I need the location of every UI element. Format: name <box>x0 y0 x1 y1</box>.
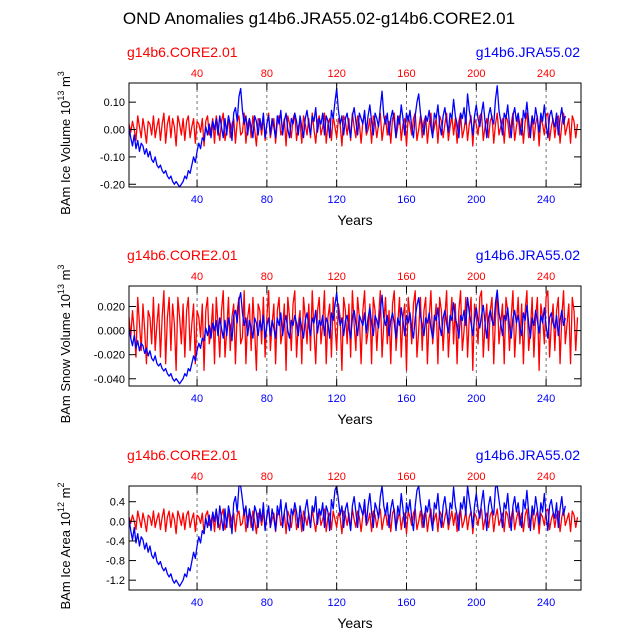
xtick-label-bottom: 80 <box>261 393 273 405</box>
ytick-label: 0.0 <box>110 516 125 528</box>
xtick-label-bottom: 240 <box>537 597 555 609</box>
ytick-label: -0.20 <box>100 179 125 191</box>
xtick-label-bottom: 80 <box>261 597 273 609</box>
xtick-label-bottom: 80 <box>261 194 273 206</box>
yaxis-title: BAm Ice Area 1012 m2 <box>56 482 73 609</box>
ytick-label: -1.2 <box>106 575 125 587</box>
xtick-label-top: 200 <box>467 271 485 283</box>
xtick-label-bottom: 40 <box>191 393 203 405</box>
xtick-label-top: 80 <box>261 68 273 80</box>
xtick-label-top: 80 <box>261 471 273 483</box>
ytick-label: -0.040 <box>94 374 125 386</box>
xtick-label-top: 40 <box>191 68 203 80</box>
xtick-label-bottom: 240 <box>537 393 555 405</box>
yaxis-title: BAm Ice Volume 1013 m3 <box>56 71 73 215</box>
yaxis-title: BAm Snow Volume 1013 m3 <box>56 265 73 424</box>
chart-panel-1: 0.10 0.00 -0.10 -0.20 40 40 80 80 120 120 160 160 20… <box>56 44 582 228</box>
xtick-label-top: 160 <box>397 271 415 283</box>
xtick-label-top: 120 <box>327 471 345 483</box>
xtick-label-top: 240 <box>537 271 555 283</box>
xtick-label-bottom: 40 <box>191 194 203 206</box>
xtick-label-top: 40 <box>191 471 203 483</box>
ytick-label: -0.8 <box>106 556 125 568</box>
series-line-blue <box>128 485 566 587</box>
xtick-label-bottom: 240 <box>537 194 555 206</box>
plot-frame <box>128 285 582 387</box>
series-line-red <box>128 290 579 371</box>
ytick-label: 0.000 <box>97 326 125 338</box>
xtick-label-top: 120 <box>327 271 345 283</box>
legend-label-core: g14b6.CORE2.01 <box>127 44 238 60</box>
ytick-label: 0.10 <box>104 97 125 109</box>
series-line-red <box>128 112 579 147</box>
xtick-label-bottom: 200 <box>467 194 485 206</box>
xtick-label-top: 240 <box>537 471 555 483</box>
xtick-label-top: 120 <box>327 68 345 80</box>
xtick-label-top: 40 <box>191 271 203 283</box>
ytick-label: -0.10 <box>100 152 125 164</box>
xtick-label-bottom: 160 <box>397 597 415 609</box>
legend-label-core: g14b6.CORE2.01 <box>127 447 238 463</box>
xtick-label-bottom: 120 <box>327 194 345 206</box>
xtick-label-bottom: 120 <box>327 393 345 405</box>
legend-label-jra: g14b6.JRA55.02 <box>476 447 581 463</box>
xtick-label-bottom: 160 <box>397 393 415 405</box>
xaxis-title: Years <box>337 411 372 427</box>
xtick-label-top: 160 <box>397 471 415 483</box>
xtick-label-bottom: 120 <box>327 597 345 609</box>
legend-label-jra: g14b6.JRA55.02 <box>476 44 581 60</box>
ytick-label: 0.4 <box>110 497 125 509</box>
series-line-blue <box>128 289 566 385</box>
series-line-blue <box>128 85 566 188</box>
chart-panel-2: 0.020 0.000 -0.020 -0.040 40 40 80 80 120 120 160 1… <box>56 247 582 427</box>
xtick-label-top: 80 <box>261 271 273 283</box>
plot-frame <box>128 82 582 188</box>
xaxis-title: Years <box>337 212 372 228</box>
ytick-label: -0.4 <box>106 536 125 548</box>
ytick-label: 0.020 <box>97 301 125 313</box>
xaxis-title: Years <box>337 615 372 631</box>
xtick-label-bottom: 160 <box>397 194 415 206</box>
xtick-label-top: 240 <box>537 68 555 80</box>
xtick-label-bottom: 200 <box>467 393 485 405</box>
xtick-label-top: 200 <box>467 68 485 80</box>
xtick-label-top: 160 <box>397 68 415 80</box>
plot-frame <box>128 485 582 591</box>
chart-title: OND Anomalies g14b6.JRA55.02-g14b6.CORE2… <box>123 9 515 28</box>
ytick-label: 0.00 <box>104 125 125 137</box>
legend-label-jra: g14b6.JRA55.02 <box>476 247 581 263</box>
ytick-label: -0.020 <box>94 350 125 362</box>
xtick-label-top: 200 <box>467 471 485 483</box>
xtick-label-bottom: 200 <box>467 597 485 609</box>
chart-panel-3: 0.4 0.0 -0.4 -0.8 -1.2 40 40 80 80 120 120 160 160 20… <box>56 447 582 631</box>
xtick-label-bottom: 40 <box>191 597 203 609</box>
legend-label-core: g14b6.CORE2.01 <box>127 247 238 263</box>
